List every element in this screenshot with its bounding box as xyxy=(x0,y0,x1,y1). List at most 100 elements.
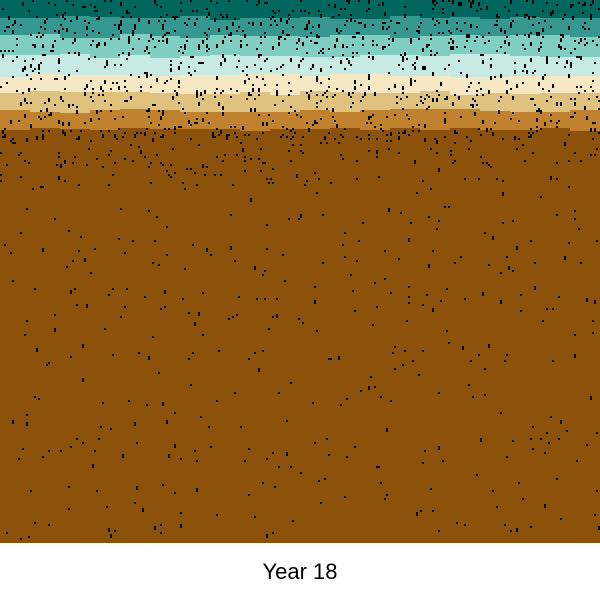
speckle xyxy=(68,508,70,510)
band-ochre xyxy=(90,110,120,132)
speckle xyxy=(50,112,52,116)
speckle xyxy=(184,22,186,24)
speckle xyxy=(308,98,310,100)
speckle xyxy=(580,262,582,264)
speckle xyxy=(448,64,450,66)
speckle xyxy=(22,448,24,450)
speckle xyxy=(384,278,386,280)
speckle xyxy=(560,518,562,520)
band-brown xyxy=(120,128,150,543)
speckle xyxy=(220,14,222,16)
speckle xyxy=(530,128,532,130)
speckle xyxy=(418,124,420,126)
speckle xyxy=(216,128,218,130)
speckle xyxy=(120,2,122,6)
speckle xyxy=(166,170,168,172)
speckle xyxy=(48,98,50,102)
speckle xyxy=(316,192,318,194)
band-brown xyxy=(540,128,570,543)
speckle xyxy=(206,166,208,168)
speckle xyxy=(482,94,484,96)
speckle xyxy=(366,10,368,12)
speckle xyxy=(288,150,290,152)
speckle xyxy=(234,126,236,128)
speckle xyxy=(466,90,468,92)
speckle xyxy=(590,86,592,88)
speckle xyxy=(292,128,294,130)
speckle xyxy=(590,14,592,16)
speckle xyxy=(592,138,594,140)
speckle xyxy=(590,396,592,400)
speckle xyxy=(40,110,42,112)
speckle xyxy=(124,80,126,82)
speckle xyxy=(376,138,378,140)
speckle xyxy=(464,298,466,300)
speckle xyxy=(384,22,386,24)
speckle xyxy=(94,248,96,250)
speckle xyxy=(196,90,198,94)
speckle xyxy=(218,28,220,32)
speckle xyxy=(450,154,452,156)
speckle xyxy=(512,112,514,114)
speckle xyxy=(114,24,116,26)
speckle xyxy=(414,80,416,82)
speckle xyxy=(548,442,550,444)
speckle xyxy=(62,130,64,134)
band-tan xyxy=(330,92,360,113)
speckle xyxy=(130,98,132,100)
speckle xyxy=(234,392,236,394)
speckle xyxy=(156,216,158,218)
speckle xyxy=(106,506,108,508)
speckle xyxy=(390,140,392,142)
speckle xyxy=(312,124,314,126)
band-deep-teal xyxy=(210,0,240,20)
speckle xyxy=(236,154,238,156)
speckle xyxy=(12,30,14,34)
speckle xyxy=(300,214,302,218)
speckle xyxy=(390,292,392,294)
speckle xyxy=(314,442,316,444)
speckle xyxy=(480,156,482,158)
speckle xyxy=(258,54,260,58)
speckle xyxy=(408,118,410,120)
speckle xyxy=(180,2,182,4)
speckle xyxy=(242,70,244,72)
speckle xyxy=(324,136,326,140)
speckle xyxy=(222,106,224,110)
speckle xyxy=(264,298,266,300)
speckle xyxy=(166,42,168,44)
speckle xyxy=(266,122,268,126)
speckle xyxy=(372,24,374,26)
speckle xyxy=(574,334,576,336)
speckle xyxy=(100,426,102,428)
speckle xyxy=(250,158,252,160)
speckle xyxy=(238,60,240,62)
speckle xyxy=(470,82,472,84)
speckle xyxy=(492,490,494,492)
speckle xyxy=(564,256,566,260)
speckle xyxy=(214,92,216,94)
speckle xyxy=(192,244,194,246)
speckle xyxy=(84,122,86,124)
speckle xyxy=(254,266,256,270)
speckle xyxy=(258,0,260,4)
speckle xyxy=(284,38,286,40)
speckle xyxy=(330,358,332,360)
speckle xyxy=(186,168,188,170)
speckle xyxy=(202,292,204,294)
speckle xyxy=(136,132,138,134)
speckle xyxy=(316,106,318,108)
speckle xyxy=(202,118,204,120)
speckle xyxy=(524,48,526,50)
speckle xyxy=(540,42,542,44)
speckle xyxy=(518,482,520,484)
speckle xyxy=(454,94,456,96)
speckle xyxy=(342,136,344,138)
speckle xyxy=(162,484,164,486)
speckle xyxy=(546,62,548,64)
speckle xyxy=(448,30,450,32)
speckle xyxy=(560,38,562,40)
band-brown xyxy=(510,130,540,543)
speckle xyxy=(132,30,134,32)
speckle xyxy=(456,522,458,524)
